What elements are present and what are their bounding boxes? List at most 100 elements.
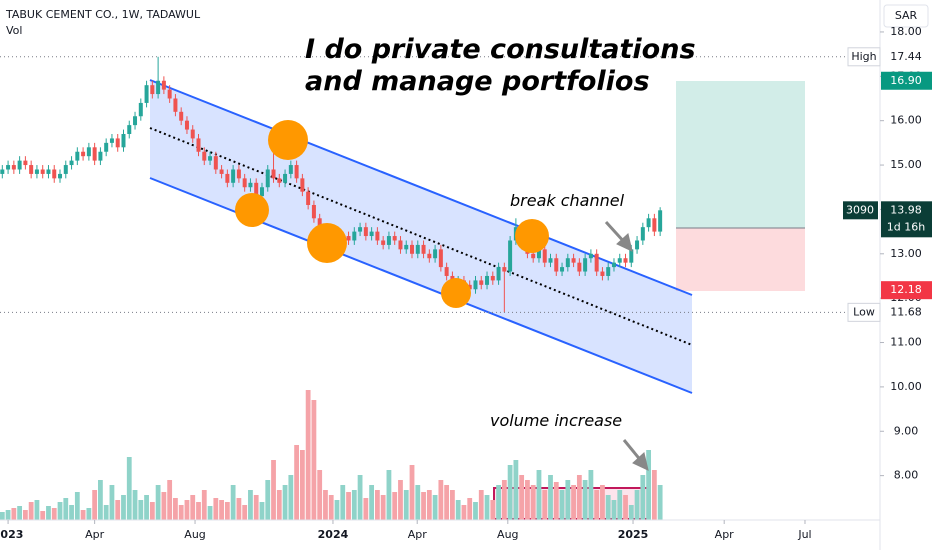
volume-bar [634, 490, 640, 520]
candle-body [190, 129, 195, 139]
candle-body [577, 262, 582, 272]
touch-point [268, 120, 308, 160]
price-badge-label: 16.90 [890, 74, 922, 87]
volume-bar [294, 445, 300, 520]
candle-body [571, 258, 576, 263]
candle-body [531, 253, 536, 259]
candle-body [161, 80, 166, 90]
candle-body [536, 249, 541, 259]
volume-bar [121, 495, 126, 520]
volume-bar [628, 505, 634, 520]
volume-bar [253, 495, 259, 520]
candle-body [248, 182, 253, 188]
candle-body [69, 160, 74, 166]
candle-body [623, 258, 628, 263]
candle-body [6, 165, 11, 170]
candle-body [98, 151, 103, 161]
volume-bar [86, 508, 92, 520]
volume-bar [224, 502, 230, 520]
volume-bar [51, 508, 57, 520]
volume-bar [213, 498, 219, 520]
candle-body [271, 169, 276, 179]
volume-bar [657, 485, 663, 520]
y-tick-label: 18.00 [890, 25, 922, 38]
volume-bar [57, 502, 63, 520]
volume-bar [646, 450, 652, 520]
volume-bar [542, 490, 548, 520]
volume-bar [380, 495, 386, 520]
volume-bar [623, 495, 628, 520]
candle-body [52, 169, 57, 179]
annotation: and manage portfolios [305, 66, 650, 97]
candle-body [410, 244, 415, 254]
volume-bar [323, 490, 328, 520]
candle-body [86, 147, 91, 157]
candle-body [242, 178, 247, 188]
candle-body [11, 165, 16, 170]
touch-points [235, 120, 549, 308]
candle-body [617, 258, 622, 263]
candle-body [415, 244, 420, 254]
volume-bar [28, 502, 34, 520]
last-volume: 3090 [846, 203, 874, 216]
volume-bar [507, 465, 513, 520]
candle-body [306, 191, 311, 205]
candle-body [144, 85, 149, 103]
volume-bar [386, 470, 392, 520]
volume-bar [484, 495, 490, 520]
volume-bar [161, 492, 167, 520]
candle-body [173, 98, 178, 112]
candle-body [63, 165, 68, 174]
candle-body [121, 133, 126, 148]
volume-bar [530, 485, 536, 520]
target-zone [676, 81, 805, 228]
candle-body [381, 240, 386, 245]
candle-body [606, 267, 611, 276]
volume-bar [265, 480, 271, 520]
volume-bar [617, 490, 623, 520]
volume-bar [236, 498, 242, 520]
candle-body [23, 160, 28, 166]
volume-bar [178, 505, 184, 520]
volume-bar [415, 485, 421, 520]
price-badge [881, 281, 932, 300]
candle-body [265, 169, 270, 188]
volume-bar [0, 512, 5, 520]
volume-bar [582, 480, 588, 520]
volume-bar [109, 485, 115, 520]
candle-body [0, 169, 5, 174]
price-badge [881, 71, 932, 90]
x-tick-label: 2025 [618, 528, 649, 541]
candle-body [386, 236, 391, 245]
candle-body [138, 102, 143, 117]
volume-bar [409, 465, 415, 520]
touch-point [307, 223, 347, 263]
candle-body [444, 267, 449, 276]
candle-body [133, 116, 138, 126]
volume-bar [438, 480, 444, 520]
high-value-bg [881, 47, 932, 66]
currency-box[interactable] [883, 4, 929, 28]
annotation: break channel [510, 191, 625, 210]
y-tick-label: 11.00 [890, 336, 922, 349]
volume-bar [594, 490, 600, 520]
volume-bar [559, 490, 565, 520]
volume-bar [196, 502, 201, 520]
candle-body [29, 165, 34, 174]
countdown: 1d 16h [887, 220, 925, 233]
volume-bar [74, 492, 80, 520]
volume-bar [219, 500, 224, 520]
volume-bar [467, 498, 473, 520]
candle-body [542, 249, 547, 263]
candle-body [34, 169, 39, 174]
volume-bar [357, 475, 363, 520]
last-volume-badge [843, 201, 878, 220]
candle-body [629, 249, 634, 263]
x-tick-label: 2023 [0, 528, 23, 541]
volume-bar [461, 505, 467, 520]
volume-bar [5, 510, 11, 520]
volume-bar [184, 500, 190, 520]
touch-point [235, 193, 269, 227]
volume-bar [22, 510, 28, 520]
volume-bar [173, 498, 178, 520]
